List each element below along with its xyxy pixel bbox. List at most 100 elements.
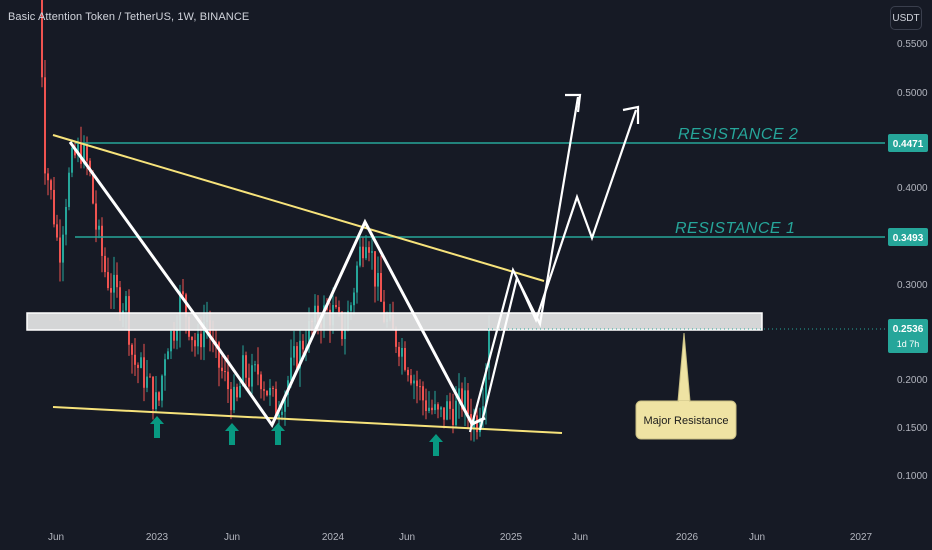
candle-body bbox=[263, 389, 265, 391]
up-arrow-icon bbox=[271, 423, 285, 445]
up-arrow-icon bbox=[225, 423, 239, 445]
candle-body bbox=[92, 171, 94, 204]
candle bbox=[245, 351, 247, 391]
candle-body bbox=[359, 246, 361, 266]
candle-body bbox=[299, 340, 301, 369]
candle-body bbox=[242, 355, 244, 386]
candle bbox=[362, 237, 364, 268]
candle bbox=[461, 382, 463, 417]
candle bbox=[353, 287, 355, 316]
candle bbox=[428, 391, 430, 414]
candle bbox=[251, 353, 253, 395]
price-tick-label: 0.3000 bbox=[897, 280, 928, 291]
price-tick-label: 0.1000 bbox=[897, 471, 928, 482]
candle-body bbox=[335, 305, 337, 308]
candle bbox=[458, 373, 460, 419]
candle-body bbox=[221, 367, 223, 372]
candle-body bbox=[416, 380, 418, 387]
time-tick-label: Jun bbox=[749, 532, 765, 543]
candle-body bbox=[65, 206, 67, 235]
currency-selector[interactable]: USDT bbox=[890, 6, 922, 30]
candle bbox=[440, 406, 442, 418]
candle bbox=[446, 395, 448, 421]
candle-body bbox=[200, 333, 202, 348]
candle-body bbox=[74, 147, 76, 156]
candle bbox=[305, 330, 307, 362]
candle-body bbox=[191, 336, 193, 341]
major-resistance-zone bbox=[26, 312, 763, 331]
candle-body bbox=[254, 364, 256, 366]
candle bbox=[437, 402, 439, 419]
candle bbox=[161, 374, 163, 408]
candle bbox=[242, 345, 244, 387]
candle-body bbox=[476, 415, 478, 433]
candle-body bbox=[80, 144, 82, 164]
callout-pointer bbox=[677, 332, 691, 402]
candle bbox=[131, 343, 133, 374]
candle-body bbox=[59, 237, 61, 263]
candle-body bbox=[95, 203, 97, 230]
candle-body bbox=[266, 390, 268, 396]
candle bbox=[413, 374, 415, 400]
price-tick-label: 0.2000 bbox=[897, 375, 928, 386]
candle bbox=[53, 177, 55, 228]
candle bbox=[65, 198, 67, 246]
price-tick-label: 0.5500 bbox=[897, 39, 928, 50]
candle bbox=[164, 353, 166, 391]
resistance-price-bg bbox=[888, 134, 928, 152]
candle-body bbox=[218, 342, 220, 368]
resistance-price-text: 0.4471 bbox=[893, 139, 924, 150]
candle bbox=[50, 178, 52, 200]
candle-body bbox=[185, 294, 187, 317]
candle-body bbox=[371, 251, 373, 253]
candle-body bbox=[449, 401, 451, 409]
candle-body bbox=[140, 357, 142, 368]
projection-arrowhead-1 bbox=[565, 93, 582, 113]
candle-body bbox=[194, 340, 196, 347]
candle-body bbox=[296, 346, 298, 369]
candle-body bbox=[98, 225, 100, 230]
candle bbox=[482, 387, 484, 430]
candle-body bbox=[413, 380, 415, 384]
candle-body bbox=[233, 386, 235, 411]
candle-body bbox=[377, 273, 379, 287]
resistance-price-text: 0.3493 bbox=[893, 233, 924, 244]
candle bbox=[44, 60, 46, 185]
candle bbox=[416, 370, 418, 404]
candle bbox=[233, 374, 235, 414]
candle-body bbox=[182, 291, 184, 295]
resistance-price-tag: 0.4471 bbox=[888, 134, 928, 152]
time-tick-label: Jun bbox=[399, 532, 415, 543]
up-arrow-icon bbox=[429, 434, 443, 456]
candle-body bbox=[302, 340, 304, 350]
candles bbox=[41, 0, 490, 442]
candle-body bbox=[149, 376, 151, 378]
candle bbox=[359, 237, 361, 268]
price-tick-label: 0.4000 bbox=[897, 183, 928, 194]
candle-body bbox=[173, 331, 175, 341]
candle-body bbox=[197, 333, 199, 347]
candle-body bbox=[350, 305, 352, 311]
candle-body bbox=[431, 407, 433, 411]
candle-body bbox=[131, 344, 133, 355]
candle bbox=[290, 339, 292, 388]
candle-body bbox=[89, 160, 91, 172]
candle-body bbox=[47, 173, 49, 181]
projection-arrowhead-2 bbox=[622, 105, 640, 124]
candle bbox=[146, 360, 148, 393]
candle-body bbox=[110, 288, 112, 293]
candle-body bbox=[356, 265, 358, 293]
candle-body bbox=[56, 224, 58, 238]
candle bbox=[140, 352, 142, 369]
candle-body bbox=[269, 387, 271, 396]
candle bbox=[155, 376, 157, 412]
candle bbox=[257, 347, 259, 386]
candle bbox=[260, 371, 262, 399]
candle-body bbox=[104, 255, 106, 273]
candle bbox=[410, 368, 412, 386]
candle-body bbox=[125, 296, 127, 311]
candle bbox=[467, 382, 469, 430]
candle-body bbox=[437, 404, 439, 410]
candle bbox=[230, 381, 232, 420]
candle bbox=[296, 342, 298, 371]
